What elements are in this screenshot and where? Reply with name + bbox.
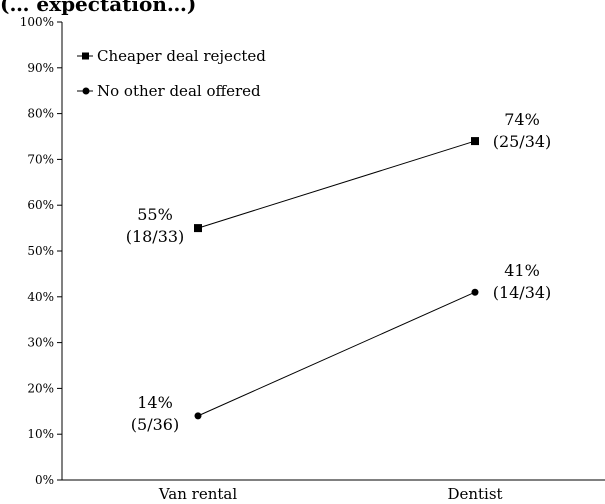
data-point-square: [194, 224, 202, 233]
y-tick-label: 100%: [20, 15, 54, 29]
legend-marker-square: [82, 52, 89, 60]
y-tick-label: 20%: [27, 381, 54, 395]
y-tick-label: 50%: [27, 244, 54, 258]
y-tick-label: 40%: [27, 290, 54, 304]
y-tick-label: 70%: [27, 152, 54, 166]
data-labels: 55% (18/33) 74% (25/34) 14% (5/36) 41% (14/34): [126, 110, 552, 434]
data-point-square: [471, 137, 479, 146]
data-label-fraction: (18/33): [126, 227, 185, 246]
y-tick-label: 0%: [35, 473, 54, 487]
y-tick-label: 10%: [27, 427, 54, 441]
series-lines: [194, 137, 479, 420]
data-point-circle: [471, 288, 479, 296]
legend-marker-circle: [82, 87, 90, 95]
legend-label-no-other-deal-offered: No other deal offered: [97, 82, 261, 100]
x-tick-label: Dentist: [447, 485, 502, 503]
data-point-circle: [194, 412, 202, 420]
x-axis-ticks: Van rental Dentist: [158, 485, 503, 503]
legend-item-cheaper-deal-rejected: Cheaper deal rejected: [77, 47, 266, 65]
chart-title: (… expectation…): [0, 0, 196, 16]
y-tick-label: 80%: [27, 107, 54, 121]
legend-label-cheaper-deal-rejected: Cheaper deal rejected: [97, 47, 266, 65]
data-label-percent: 55%: [137, 205, 173, 224]
data-label-fraction: (14/34): [493, 283, 552, 302]
data-label-fraction: (5/36): [131, 415, 179, 434]
y-tick-label: 30%: [27, 336, 54, 350]
y-tick-label: 90%: [27, 61, 54, 75]
data-label-percent: 41%: [504, 261, 540, 280]
legend-item-no-other-deal-offered: No other deal offered: [77, 82, 261, 100]
y-tick-label: 60%: [27, 198, 54, 212]
series-line: [197, 140, 476, 229]
data-label-percent: 74%: [504, 110, 540, 129]
data-label-fraction: (25/34): [493, 132, 552, 151]
x-tick-label: Van rental: [158, 485, 238, 503]
data-label-percent: 14%: [137, 393, 173, 412]
series-line: [197, 291, 476, 417]
y-axis-ticks: 0% 10% 20% 30% 40% 50% 60% 70% 80% 90% 100%: [20, 15, 62, 487]
legend: Cheaper deal rejected No other deal offe…: [77, 47, 266, 100]
